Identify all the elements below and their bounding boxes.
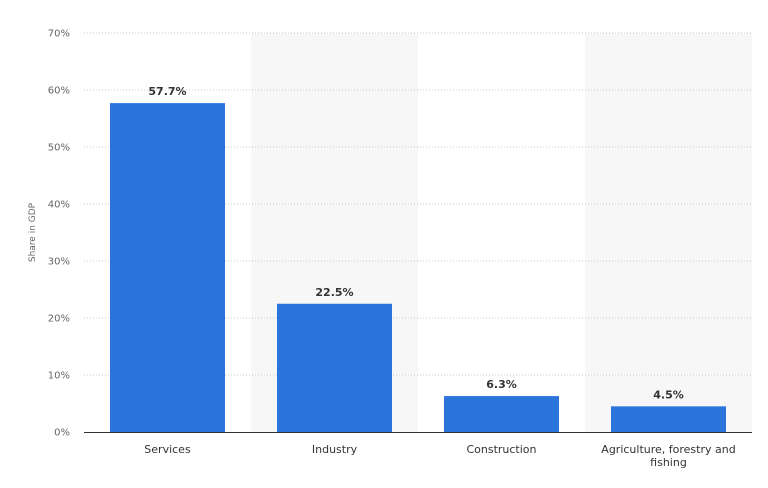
data-label: 6.3% xyxy=(486,378,517,391)
data-label: 57.7% xyxy=(148,85,186,98)
y-tick-label: 0% xyxy=(54,428,70,439)
category-band xyxy=(585,33,752,432)
y-tick-label: 30% xyxy=(48,257,70,268)
y-tick-label: 60% xyxy=(48,86,70,97)
x-tick-label: Agriculture, forestry and fishing xyxy=(601,443,735,469)
bar xyxy=(444,396,559,432)
y-tick-label: 50% xyxy=(48,143,70,154)
x-tick-label: Construction xyxy=(466,443,536,456)
y-tick-label: 40% xyxy=(48,200,70,211)
x-axis-labels: Services Industry Construction Agriculture,… xyxy=(144,443,735,469)
bar xyxy=(277,303,392,432)
data-labels: 57.7% 22.5% 6.3% 4.5% xyxy=(148,85,683,401)
data-label: 4.5% xyxy=(653,388,684,401)
y-tick-label: 10% xyxy=(48,371,70,382)
bar xyxy=(110,103,225,433)
x-tick-label: Services xyxy=(144,443,191,456)
y-axis-title: Share in GDP xyxy=(28,202,38,262)
y-axis-ticks: 0% 10% 20% 30% 40% 50% 60% 70% xyxy=(48,29,70,439)
y-tick-label: 20% xyxy=(48,314,70,325)
bar xyxy=(611,406,726,432)
y-tick-label: 70% xyxy=(48,29,70,40)
x-tick-label: Industry xyxy=(312,443,358,456)
data-label: 22.5% xyxy=(315,286,353,299)
bars xyxy=(110,103,726,433)
